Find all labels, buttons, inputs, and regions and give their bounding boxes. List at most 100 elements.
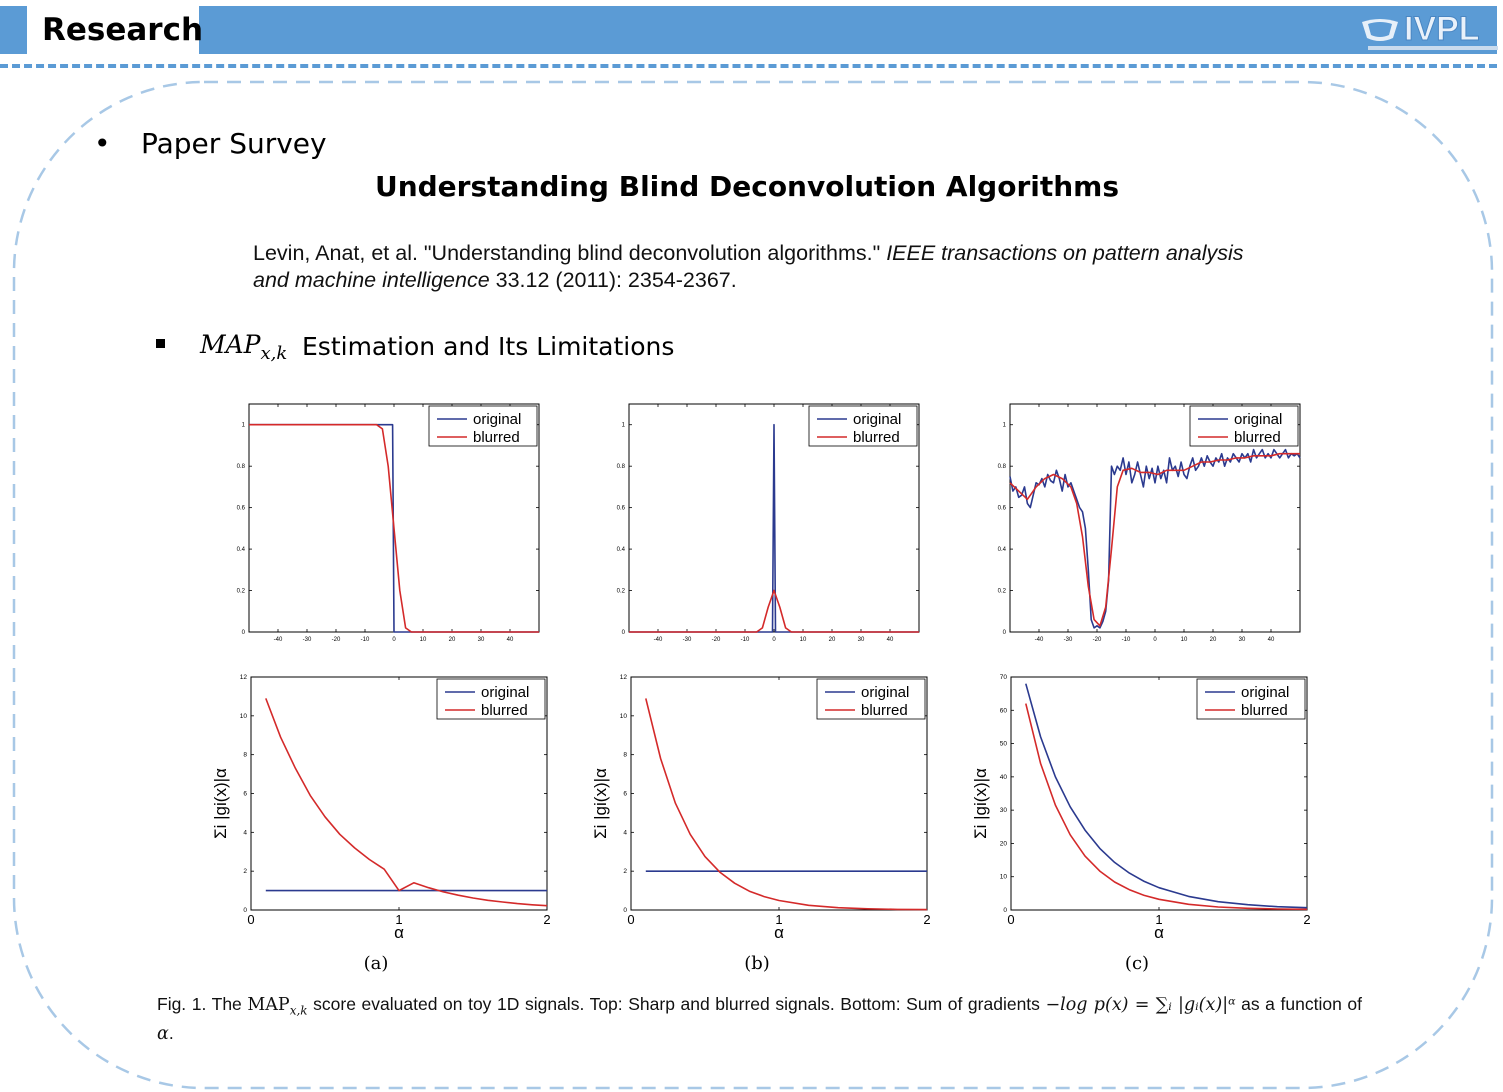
c-top-xtick-label: -20 (1093, 637, 1102, 643)
c-top-xtick-label: 20 (1210, 637, 1217, 643)
c-bottom-legend-label-blurred: blurred (1241, 702, 1288, 719)
a-top-ytick-label: 0.6 (237, 506, 246, 512)
b-bottom-ytick-label: 6 (623, 791, 627, 798)
b-top-xtick-label: -10 (741, 637, 750, 643)
paper-title: Understanding Blind Deconvolution Algori… (374, 170, 1120, 203)
section-title: Research (42, 12, 204, 48)
a-top-xtick-label: -30 (303, 637, 312, 643)
map-subscript: x,k (260, 343, 288, 364)
b-bottom-legend (816, 678, 926, 720)
ivpl-logo: IVPL (1362, 10, 1498, 50)
header-left-strip (0, 6, 27, 54)
c-top-ytick-label: 0.8 (998, 464, 1007, 470)
b-top-xtick-label: -40 (654, 637, 663, 643)
b-top-legend-label-blurred: blurred (853, 429, 900, 446)
a-top-xtick-label: -20 (332, 637, 341, 643)
b-bottom-ytick-label: 12 (620, 674, 628, 681)
caption-end: . (168, 1022, 174, 1043)
a-bottom-ytick-label: 6 (243, 791, 247, 798)
bullet-paper-survey: Paper Survey (141, 127, 327, 160)
c-bottom-xlabel: α (1154, 923, 1164, 942)
c-top-series-blurred (1009, 452, 1300, 627)
a-top-ytick-label: 0 (242, 630, 246, 636)
c-bottom-ytick-label: 0 (1003, 907, 1007, 914)
caption-map-base: MAP (247, 995, 290, 1015)
citation-details: 33.12 (2011): 2354-2367. (489, 268, 737, 292)
c-top-legend-label-original: original (1234, 411, 1282, 428)
b-bottom-ytick-label: 0 (623, 907, 627, 914)
caption-fig: Fig. 1. The (157, 994, 248, 1014)
b-top-series-blurred (629, 589, 919, 633)
b-bottom-legend-label-blurred: blurred (861, 702, 908, 719)
c-bottom-ytick-label: 20 (1000, 840, 1008, 847)
b-bottom-legend-label-original: original (861, 684, 909, 701)
header-divider (0, 64, 1497, 68)
c-top-ytick-label: 1 (1003, 423, 1007, 429)
square-bullet-icon (156, 339, 165, 348)
a-bottom-series-blurred (265, 698, 548, 907)
b-top-xtick-label: 0 (772, 637, 776, 643)
b-bottom-ytick-label: 8 (623, 752, 627, 759)
b-top-ytick-label: 0.6 (617, 506, 626, 512)
c-bottom-ytick-label: 70 (1000, 674, 1008, 681)
map-base: MAP (200, 330, 261, 359)
a-bottom-xtick-label: 1 (395, 912, 402, 927)
a-top-xtick-label: 20 (449, 637, 456, 643)
b-bottom-ytick-label: 2 (623, 868, 627, 875)
b-top-ytick-label: 1 (622, 423, 626, 429)
a-top-legend (428, 405, 538, 447)
c-top-xtick-label: -10 (1122, 637, 1131, 643)
header-tab (27, 6, 199, 54)
sub-bullet-text: Estimation and Its Limitations (302, 332, 675, 361)
a-bottom-ytick-label: 8 (243, 752, 247, 759)
a-bottom-ytick-label: 4 (243, 829, 247, 836)
c-bottom-series-original (1025, 683, 1308, 909)
a-top-xtick-label: 0 (392, 637, 396, 643)
citation: Levin, Anat, et al. "Understanding blind… (253, 240, 1253, 294)
b-top-xtick-label: -20 (712, 637, 721, 643)
b-bottom-ytick-label: 4 (623, 829, 627, 836)
b-bottom-ylabel: Σi |gi(x)|α (591, 768, 610, 839)
a-bottom-xlabel: α (394, 923, 404, 942)
figure-caption: Fig. 1. The MAPx,k score evaluated on to… (157, 993, 1362, 1045)
a-top-xtick-label: 40 (507, 637, 514, 643)
c-top-legend-label-blurred: blurred (1234, 429, 1281, 446)
a-bottom-ytick-label: 12 (240, 674, 248, 681)
citation-journal: IEEE transactions on pattern analysis an… (253, 241, 1244, 292)
caption-map: MAPx,k (247, 995, 307, 1018)
a-bottom-ylabel: Σi |gi(x)|α (211, 768, 230, 839)
citation-authors: Levin, Anat, et al. "Understanding blind… (253, 241, 887, 265)
c-bottom-xtick-label: 0 (1007, 912, 1014, 927)
a-top-ytick-label: 1 (242, 423, 246, 429)
a-top-ytick-label: 0.8 (237, 464, 246, 470)
b-bottom-ytick-label: 10 (620, 713, 628, 720)
a-bottom-xtick-label: 0 (247, 912, 254, 927)
a-bottom-legend-label-original: original (481, 684, 529, 701)
b-bottom-series-blurred (645, 698, 928, 911)
c-bottom-ytick-label: 40 (1000, 774, 1008, 781)
a-top-xtick-label: 30 (478, 637, 485, 643)
c-top-xtick-label: -40 (1035, 637, 1044, 643)
c-bottom-xtick-label: 2 (1303, 912, 1310, 927)
caption-alpha: α (157, 1023, 169, 1044)
c-top-legend (1189, 405, 1299, 447)
c-top-xtick-label: 0 (1153, 637, 1157, 643)
c-bottom-legend (1196, 678, 1306, 720)
c-bottom-ytick-label: 60 (1000, 707, 1008, 714)
a-top-series-blurred (249, 423, 539, 633)
header-bar (0, 6, 1497, 54)
b-bottom-xtick-label: 2 (923, 912, 930, 927)
b-top-ytick-label: 0.4 (617, 547, 626, 553)
panel-label-b: (b) (744, 953, 770, 974)
a-bottom-ytick-label: 10 (240, 713, 248, 720)
c-top-series-original (1009, 448, 1301, 629)
c-top-xtick-label: 30 (1239, 637, 1246, 643)
b-top-xtick-label: 30 (858, 637, 865, 643)
a-bottom-ytick-label: 0 (243, 907, 247, 914)
b-top-xtick-label: 40 (887, 637, 894, 643)
logo-text: IVPL (1404, 10, 1480, 48)
a-bottom-legend (436, 678, 546, 720)
b-bottom-xtick-label: 0 (627, 912, 634, 927)
c-top-ytick-label: 0 (1003, 630, 1007, 636)
